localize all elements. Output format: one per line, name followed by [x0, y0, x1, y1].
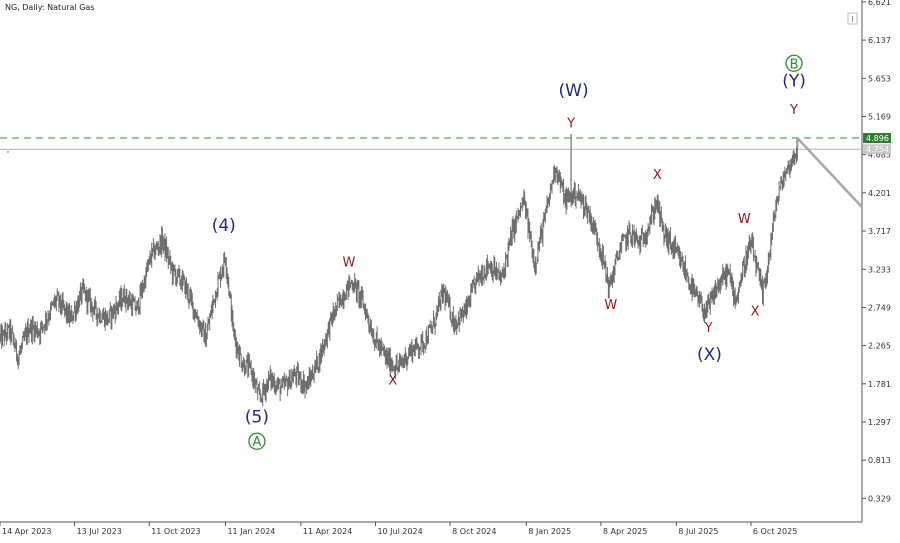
- price-series: [0, 133, 798, 407]
- y-tick-label: 3.717: [868, 227, 891, 236]
- wave-label-major: (Y): [782, 71, 806, 91]
- wave-circle-ring: [248, 432, 266, 450]
- x-tick-label: 11 Apr 2024: [303, 527, 352, 536]
- x-tick-label: 6 Oct 2025: [753, 527, 797, 536]
- x-tick-label: 8 Oct 2024: [452, 527, 496, 536]
- y-tick-label: 4.685: [868, 151, 891, 160]
- y-axis: 6.621 6.137 5.653 5.169 4.685 4.201 3.717 3.233…: [862, 0, 891, 503]
- wave-label-major: (W): [559, 81, 589, 101]
- projection-layer: [796, 137, 863, 209]
- y-tick-label: 0.329: [868, 494, 891, 503]
- y-tick-label: 5.653: [868, 74, 891, 83]
- x-tick-label: 14 Apr 2023: [2, 527, 51, 536]
- price-label-value: 4.896: [866, 134, 889, 143]
- wave-label-minor: X: [751, 304, 760, 319]
- wave-label-minor: W: [343, 255, 356, 270]
- projection-fall-segment: [796, 137, 863, 209]
- y-tick-label: 2.265: [868, 342, 891, 351]
- chart-header: NG, Daily: Natural Gas: [5, 3, 858, 25]
- y-tick-label: 4.201: [868, 189, 891, 198]
- wave-label-minor: W: [738, 212, 751, 227]
- y-tick-label: 5.169: [868, 112, 891, 121]
- x-tick-label: 11 Jan 2024: [227, 527, 275, 536]
- wave-label-minor: Y: [704, 321, 713, 336]
- x-tick-label: 8 Jan 2025: [528, 527, 571, 536]
- wave-label-major: (X): [697, 345, 722, 365]
- wave-label-circled: B: [790, 57, 799, 72]
- wave-label-major: (4): [212, 216, 236, 236]
- y-tick-label: 1.781: [868, 380, 891, 389]
- x-tick-label: 8 Jul 2025: [678, 527, 718, 536]
- wave-label-minor: W: [604, 298, 617, 313]
- price-bars: [0, 145, 798, 407]
- level-lines: [0, 137, 862, 150]
- wave-label-major: (5): [245, 408, 269, 428]
- y-tick-label: 3.233: [868, 265, 891, 274]
- y-tick-label: 6.621: [868, 0, 891, 7]
- plot-frame: [0, 0, 863, 523]
- x-tick-label: 10 Jul 2024: [377, 527, 422, 536]
- x-tick-label: 11 Oct 2023: [151, 527, 200, 536]
- x-tick-label: 13 Jul 2023: [77, 527, 122, 536]
- price-label-box: [863, 133, 891, 144]
- wave-circle-ring: [785, 54, 803, 72]
- wave-label-circled: A: [252, 435, 261, 450]
- wave-label-minor: Y: [566, 116, 575, 131]
- x-axis: 14 Apr 2023 13 Jul 2023 11 Oct 2023 11 Jan …: [0, 522, 797, 536]
- y-tick-label: 6.137: [868, 36, 891, 45]
- y-tick-label: 1.297: [868, 418, 891, 427]
- y-tick-label: 0.813: [868, 456, 891, 465]
- y-tick-label: 2.749: [868, 303, 891, 312]
- small-marker-dot: [7, 151, 9, 153]
- info-icon[interactable]: [847, 12, 858, 25]
- price-label-box: [863, 144, 891, 155]
- symbol-label: NG, Daily: Natural Gas: [5, 3, 95, 12]
- price-label-value: 4.754: [866, 145, 889, 154]
- wave-label-minor: X: [388, 374, 397, 389]
- wave-label-minor: Y: [789, 103, 798, 118]
- x-tick-label: 8 Apr 2025: [603, 527, 647, 536]
- wave-label-minor: X: [653, 168, 662, 183]
